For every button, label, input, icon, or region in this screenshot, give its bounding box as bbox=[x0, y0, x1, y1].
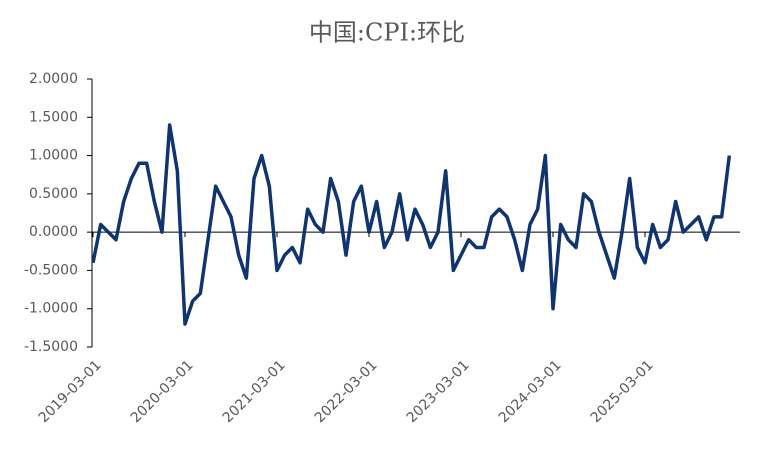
x-tick-label: 2019-03-01 bbox=[36, 357, 105, 426]
x-tick-label: 2023-03-01 bbox=[404, 357, 473, 426]
y-tick-label: -1.5000 bbox=[24, 339, 78, 355]
y-tick-label: 1.0000 bbox=[29, 148, 78, 164]
chart-title: 中国:CPI:环比 bbox=[309, 19, 465, 47]
y-tick-label: 1.5000 bbox=[29, 109, 78, 125]
y-tick-label: -1.0000 bbox=[24, 301, 78, 317]
x-tick-label: 2025-03-01 bbox=[588, 357, 657, 426]
x-tick-label: 2020-03-01 bbox=[128, 357, 197, 426]
y-tick-label: 2.0000 bbox=[29, 71, 78, 87]
y-tick-label: -0.5000 bbox=[24, 262, 78, 278]
x-tick-label: 2024-03-01 bbox=[496, 357, 565, 426]
y-tick-label: 0.5000 bbox=[29, 186, 78, 202]
y-tick-label: 0.0000 bbox=[29, 224, 78, 240]
data-line bbox=[91, 123, 732, 326]
x-tick-label: 2021-03-01 bbox=[220, 357, 289, 426]
x-tick-label: 2022-03-01 bbox=[312, 357, 381, 426]
